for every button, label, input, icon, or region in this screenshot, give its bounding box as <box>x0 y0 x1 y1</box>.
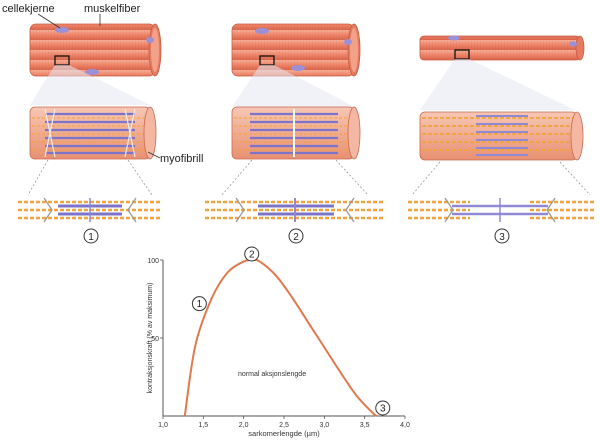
curve-marker-3: 3 <box>375 400 391 416</box>
bundle-1 <box>29 106 157 160</box>
x-tick-label: 1,5 <box>198 422 208 429</box>
y-tick-label: 100 <box>147 258 159 265</box>
stage-marker-2: 2 <box>288 228 304 244</box>
normal-range-label: normal aksjonslengde <box>238 371 306 378</box>
curve-marker-2: 2 <box>244 246 260 262</box>
muscle-fiber-label: muskelfiber <box>84 3 141 15</box>
svg-text:3: 3 <box>380 404 386 415</box>
bundle-2 <box>231 106 361 160</box>
stage-marker-3: 3 <box>494 228 510 244</box>
nucleus <box>55 27 69 33</box>
curve-marker-1: 1 <box>191 296 207 312</box>
fiber-2 <box>231 23 361 77</box>
stage-marker-1: 1 <box>83 228 99 244</box>
sarcomere-2 <box>205 197 385 223</box>
sarcomere-3 <box>408 197 594 223</box>
y-tick-label: 50 <box>151 336 159 343</box>
svg-text:3: 3 <box>499 232 505 243</box>
force-length-chart: 1,0 1,5 2,0 2,5 3,0 3,5 4,0 50 100 1 2 3 normal a… <box>147 246 410 438</box>
force-curve <box>183 258 378 417</box>
x-tick-label: 4,0 <box>400 422 410 429</box>
svg-text:1: 1 <box>197 299 203 310</box>
fiber-1 <box>29 23 162 77</box>
x-axis-label: sarkomerlengde (µm) <box>248 429 320 438</box>
svg-text:2: 2 <box>249 250 255 261</box>
bundle-3 <box>419 111 584 161</box>
fiber-3 <box>419 35 585 61</box>
cell-nucleus-label: cellekjerne <box>2 3 55 15</box>
myofibril-label: myofibrill <box>160 153 203 165</box>
svg-text:2: 2 <box>293 232 299 243</box>
sarcomere-1 <box>18 197 162 223</box>
svg-text:1: 1 <box>88 232 94 243</box>
y-axis-label: kontraksjonskraft (% av maksimum) <box>147 283 154 394</box>
x-tick-label: 3,5 <box>360 422 370 429</box>
x-tick-label: 3,0 <box>319 422 329 429</box>
x-tick-label: 2,0 <box>239 422 249 429</box>
x-tick-label: 1,0 <box>158 422 168 429</box>
x-tick-label: 2,5 <box>279 422 289 429</box>
